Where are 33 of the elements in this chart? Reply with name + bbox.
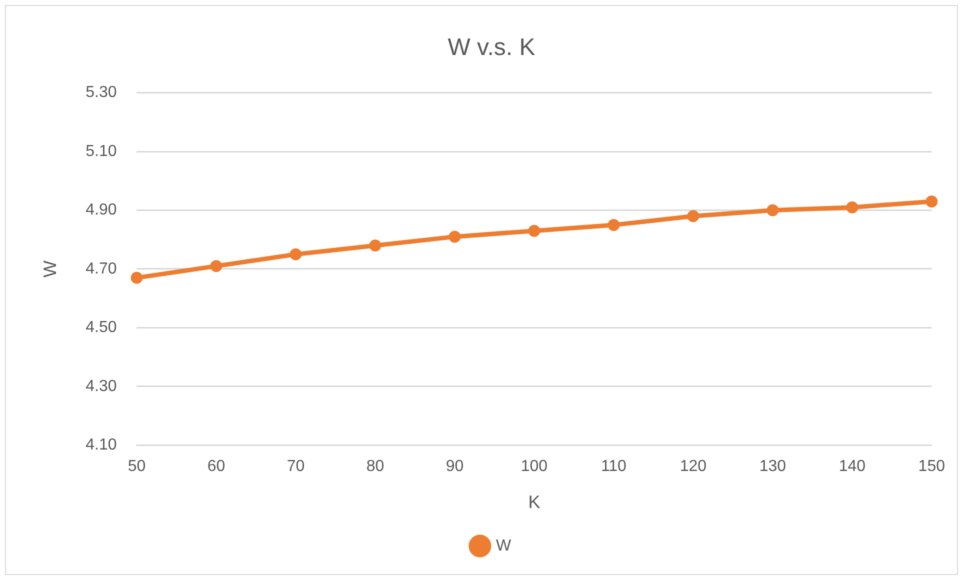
y-tick-label: 4.90 (86, 202, 117, 219)
legend-label: W (496, 537, 512, 554)
x-tick-label: 60 (207, 458, 226, 476)
point (608, 218, 620, 231)
x-tick-label: 140 (838, 458, 866, 476)
y-tick-label: 5.10 (86, 142, 117, 160)
x-tick-label: 70 (286, 458, 305, 476)
x-axis-title: K (528, 492, 540, 512)
y-tick-label: 5.30 (86, 84, 117, 102)
point (290, 248, 302, 260)
y-axis-title: W (40, 260, 60, 278)
y-tick-label: 4.70 (86, 260, 117, 278)
point (687, 210, 700, 222)
y-tick-label: 4.50 (86, 319, 117, 336)
point (369, 240, 382, 252)
x-tick-label: 130 (759, 458, 786, 476)
point (448, 230, 461, 243)
x-tick-label: 90 (446, 458, 464, 476)
point (926, 195, 938, 208)
x-tick-label: 110 (600, 458, 627, 476)
point (846, 201, 858, 214)
point (528, 224, 540, 237)
y-tick-label: 4.30 (86, 378, 117, 395)
point (766, 204, 779, 216)
point (130, 272, 143, 284)
x-tick-label: 150 (918, 458, 946, 476)
point (210, 260, 222, 272)
chart-title: W v.s. K (448, 34, 536, 62)
x-tick-label: 80 (366, 458, 384, 476)
x-tick-label: 120 (680, 458, 707, 476)
x-tick-label: 100 (520, 458, 548, 476)
x-tick-label: 50 (128, 458, 146, 476)
y-tick-label: 4.10 (86, 436, 117, 454)
